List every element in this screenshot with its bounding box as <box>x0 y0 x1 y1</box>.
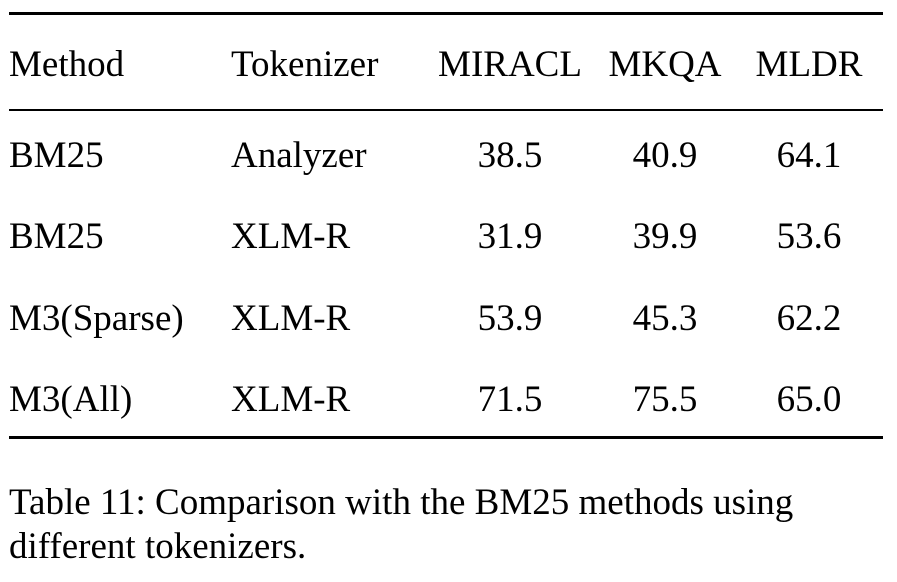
cell-mkqa: 39.9 <box>632 216 698 257</box>
paper-table-figure: Method Tokenizer MIRACL MKQA MLDR BM25 A… <box>9 12 883 567</box>
cell-tokenizer: XLM-R <box>231 216 351 257</box>
table-row: M3(Sparse) XLM-R 53.9 45.3 62.2 <box>9 274 883 356</box>
cell-miracl: 71.5 <box>477 379 543 421</box>
cell-tokenizer: Analyzer <box>231 134 367 176</box>
column-header-mkqa: MKQA <box>595 13 735 111</box>
results-table: Method Tokenizer MIRACL MKQA MLDR BM25 A… <box>9 12 883 439</box>
cell-mkqa: 40.9 <box>632 134 698 176</box>
column-header-tokenizer: Tokenizer <box>231 13 425 111</box>
cell-mkqa: 75.5 <box>632 379 698 421</box>
cell-method: BM25 <box>9 216 104 257</box>
cell-tokenizer: XLM-R <box>231 379 351 421</box>
cell-miracl: 31.9 <box>477 216 543 257</box>
cell-mldr: 62.2 <box>776 298 842 339</box>
table-row: M3(All) XLM-R 71.5 75.5 65.0 <box>9 356 883 438</box>
cell-miracl: 38.5 <box>477 134 543 176</box>
cell-mldr: 64.1 <box>776 134 842 176</box>
column-header-method: Method <box>9 13 231 111</box>
cell-mldr: 65.0 <box>776 379 842 421</box>
table-caption: Table 11: Comparison with the BM25 metho… <box>9 482 794 567</box>
cell-tokenizer: XLM-R <box>231 298 351 339</box>
cell-method: M3(All) <box>9 379 133 421</box>
cell-method: BM25 <box>9 134 104 176</box>
cell-method: M3(Sparse) <box>9 298 184 339</box>
header-row: Method Tokenizer MIRACL MKQA MLDR <box>9 13 883 111</box>
column-header-miracl: MIRACL <box>425 13 595 111</box>
table-row: BM25 Analyzer 38.5 40.9 64.1 <box>9 110 883 192</box>
cell-miracl: 53.9 <box>477 298 543 339</box>
cell-mkqa: 45.3 <box>632 298 698 339</box>
table-row: BM25 XLM-R 31.9 39.9 53.6 <box>9 192 883 274</box>
cell-mldr: 53.6 <box>776 216 842 257</box>
column-header-mldr: MLDR <box>735 13 883 111</box>
